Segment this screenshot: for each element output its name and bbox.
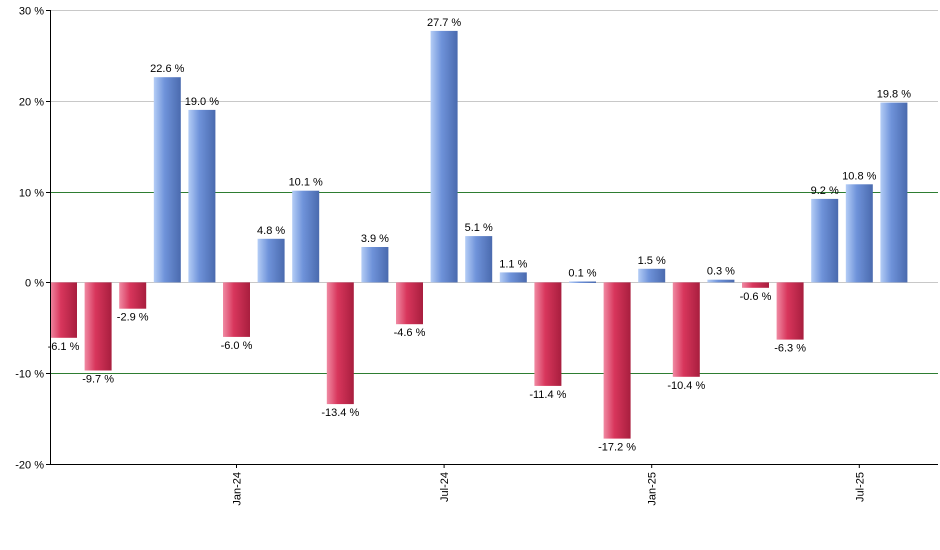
data-label: 27.7 % xyxy=(427,17,461,29)
bar xyxy=(430,30,458,283)
data-label: -10.4 % xyxy=(667,380,705,392)
data-label: -17.2 % xyxy=(598,442,636,454)
data-label: 9.2 % xyxy=(811,185,839,197)
data-labels: -6.1 % -9.7 % -2.9 % 22.6 % 19.0 % -6.0 % 4.8 … xyxy=(48,17,912,454)
data-label: 4.8 % xyxy=(257,225,285,237)
x-axis-ticks: Jan-24 Jul-24 Jan-25 Jul-25 xyxy=(232,464,866,506)
bar xyxy=(499,272,527,283)
bar xyxy=(292,190,320,283)
data-label: 10.8 % xyxy=(842,170,876,182)
bar xyxy=(188,109,216,283)
bar xyxy=(223,282,250,337)
x-tick-label: Jan-25 xyxy=(647,472,659,506)
bars xyxy=(50,30,908,439)
data-label: -6.3 % xyxy=(774,343,806,355)
data-label: -11.4 % xyxy=(529,389,566,401)
x-tick-label: Jan-24 xyxy=(232,472,244,506)
bar xyxy=(84,282,112,371)
data-label: 0.3 % xyxy=(707,266,735,278)
bar xyxy=(776,282,804,340)
bar xyxy=(811,198,839,283)
bar xyxy=(396,282,423,325)
y-axis-ticks: -20 % -10 % 0 % 10 % 20 % 30 % xyxy=(15,6,50,472)
y-tick-label: -10 % xyxy=(15,369,44,381)
y-tick-label: -20 % xyxy=(15,460,44,472)
data-label: -6.1 % xyxy=(48,341,80,353)
bar xyxy=(326,282,354,405)
bar xyxy=(465,236,493,283)
data-label: 19.8 % xyxy=(877,89,911,101)
bar xyxy=(603,282,631,439)
data-label: 10.1 % xyxy=(289,177,323,189)
y-tick-label: 10 % xyxy=(19,188,44,200)
data-label: -4.6 % xyxy=(394,327,426,339)
bar xyxy=(638,268,666,283)
bar xyxy=(50,282,77,338)
data-label: 5.1 % xyxy=(465,222,493,234)
bar xyxy=(880,102,908,283)
bar xyxy=(119,282,147,309)
bar xyxy=(361,247,389,283)
data-label: 19.0 % xyxy=(185,96,219,108)
data-label: 22.6 % xyxy=(150,63,184,75)
bar xyxy=(257,238,285,283)
data-label: -6.0 % xyxy=(221,340,253,352)
bar xyxy=(742,282,769,288)
axes xyxy=(50,10,938,465)
data-label: -2.9 % xyxy=(117,312,149,324)
y-tick-label: 0 % xyxy=(25,278,44,290)
y-tick-label: 20 % xyxy=(19,97,44,109)
y-tick-label: 30 % xyxy=(19,6,44,18)
bar xyxy=(707,279,735,283)
bar xyxy=(845,184,873,283)
x-tick-label: Jul-24 xyxy=(439,472,451,502)
data-label: 0.1 % xyxy=(568,268,596,280)
x-tick-label: Jul-25 xyxy=(854,472,866,502)
data-label: -13.4 % xyxy=(321,407,359,419)
bar xyxy=(153,77,181,283)
data-label: -9.7 % xyxy=(82,374,114,386)
bar xyxy=(569,281,596,283)
bar xyxy=(534,282,562,386)
data-label: 3.9 % xyxy=(361,233,389,245)
data-label: -0.6 % xyxy=(740,291,772,303)
data-label: 1.5 % xyxy=(638,255,666,267)
data-label: 1.1 % xyxy=(499,258,527,270)
bar xyxy=(672,282,700,377)
